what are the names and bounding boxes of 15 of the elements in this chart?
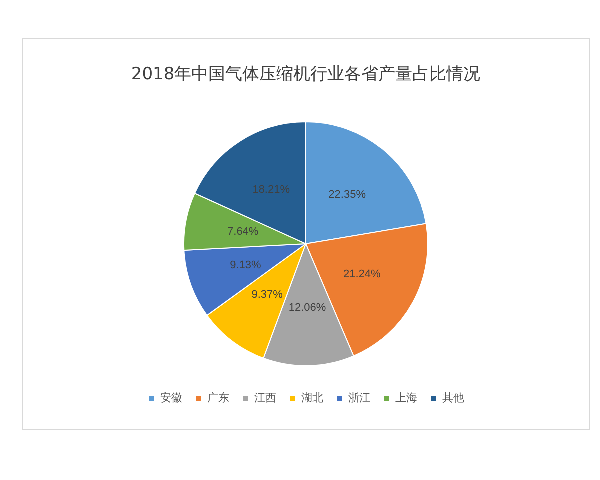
data-label: 18.21% — [252, 184, 290, 196]
legend-label: 其他 — [442, 392, 464, 404]
legend-label: 江西 — [254, 392, 276, 404]
data-label: 22.35% — [328, 189, 366, 202]
legend-label: 湖北 — [302, 392, 324, 404]
legend-label: 广东 — [208, 392, 230, 404]
data-label: 21.24% — [343, 268, 382, 281]
data-label: 9.37% — [252, 288, 284, 301]
chart-title: 2018年中国气体压缩机行业各省产量占比情况 — [131, 64, 481, 84]
legend-label: 浙江 — [348, 392, 370, 404]
data-label: 9.13% — [230, 259, 262, 272]
legend-label: 上海 — [396, 392, 418, 404]
data-label: 12.06% — [288, 302, 326, 314]
data-label: 7.64% — [228, 226, 259, 238]
legend-label: 安徽 — [160, 392, 182, 404]
